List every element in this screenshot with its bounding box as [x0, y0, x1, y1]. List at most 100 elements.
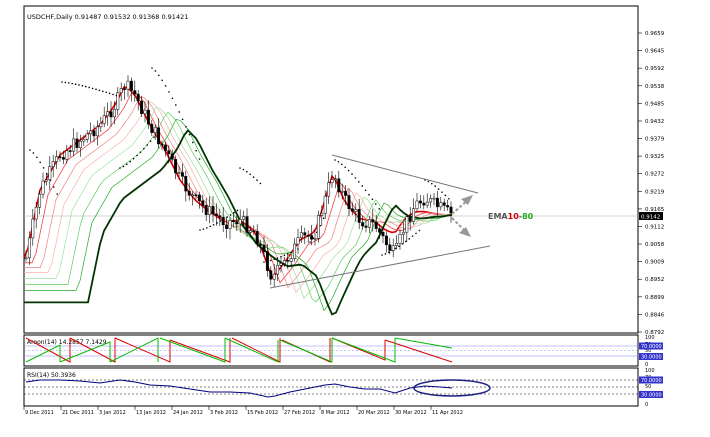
time-tick-label: 8 Mar 2012: [321, 410, 350, 416]
psar-dot: [168, 91, 170, 93]
candle-body: [265, 251, 269, 271]
rsi-highlight-ellipse[interactable]: [413, 379, 491, 397]
psar-dot: [441, 191, 443, 193]
price-tick-label: 0.9538: [645, 84, 665, 90]
psar-dot: [398, 245, 400, 248]
main-pane[interactable]: [23, 5, 639, 334]
psar-dot: [151, 67, 153, 69]
candle-body: [89, 130, 93, 135]
candle-body: [422, 202, 426, 206]
aroon-line: [224, 337, 279, 363]
candle-body: [72, 138, 76, 152]
psar-dot: [354, 177, 357, 179]
candle-body: [405, 216, 409, 233]
psar-dot: [161, 79, 163, 82]
psar-dot: [95, 88, 97, 91]
ema-label-sep: -: [519, 212, 522, 221]
psar-dot: [444, 194, 447, 197]
aroon-axis: 1007050300: [645, 335, 655, 368]
candle-body: [286, 260, 290, 262]
psar-dot: [199, 229, 201, 231]
rsi-pane[interactable]: [23, 367, 639, 407]
candle-body: [333, 178, 337, 181]
candle-body: [170, 153, 174, 160]
candle-body: [425, 201, 429, 206]
psar-dot: [158, 74, 160, 77]
psar-dot: [337, 160, 340, 163]
psar-dot: [122, 165, 125, 168]
time-tick-label: 27 Feb 2012: [284, 410, 315, 416]
psar-dot: [364, 189, 367, 192]
candle-body: [129, 80, 133, 91]
candle-body: [119, 88, 123, 93]
ema-line: [24, 129, 453, 316]
candle-body: [418, 200, 422, 204]
candle-body: [160, 143, 164, 146]
aroon-line: [109, 337, 159, 363]
candle-body: [449, 206, 453, 214]
upper-trendline[interactable]: [331, 154, 479, 194]
aroon-line: [25, 337, 71, 363]
candle-body: [381, 232, 385, 237]
psar-dot: [154, 70, 157, 72]
psar-dot: [132, 157, 135, 160]
candle-body: [109, 111, 113, 118]
ema-ribbon: [23, 86, 453, 316]
candle-body: [191, 194, 195, 197]
psar-dot: [198, 158, 201, 160]
candle-body: [24, 257, 28, 260]
psar-dot: [91, 87, 94, 90]
ema-label: EMA10-80: [488, 212, 534, 221]
candle-body: [388, 244, 392, 251]
psar-dot: [29, 149, 31, 151]
candle-body: [140, 100, 144, 114]
arrow-up-head-icon: [461, 195, 473, 205]
psar-dot: [42, 167, 45, 169]
indicator-axis-label: 50: [645, 384, 651, 390]
candle-body: [150, 123, 154, 133]
ema-label-slow: 80: [522, 212, 534, 221]
candle-body: [384, 235, 388, 246]
arrow-down-head-icon: [459, 227, 471, 237]
candle-body: [78, 140, 82, 148]
candle-body: [293, 243, 297, 259]
rsi-lower-badge-text: 30.0000: [641, 393, 662, 399]
aroon-pane[interactable]: [23, 334, 639, 367]
psar-dot: [263, 261, 265, 263]
candle-body: [218, 215, 222, 218]
candle-body: [350, 208, 354, 212]
candle-body: [51, 161, 55, 167]
candle-body: [432, 197, 436, 200]
indicator-axis-label: 0: [645, 402, 648, 408]
candle-body: [163, 144, 167, 151]
psar-dot: [175, 104, 177, 106]
psar-dot: [427, 180, 430, 183]
candle-body: [65, 150, 69, 160]
aroon-line: [231, 337, 281, 363]
candle-body: [235, 221, 239, 225]
candle-body: [197, 194, 201, 202]
candle-body: [211, 206, 215, 215]
rsi-line: [25, 379, 453, 398]
price-tick-label: 0.8792: [645, 330, 664, 336]
lower-trendline[interactable]: [269, 245, 491, 289]
candle-body: [330, 179, 334, 183]
price-tick-label: 0.9485: [645, 101, 665, 107]
candle-body: [310, 235, 314, 240]
candle-body: [282, 260, 286, 264]
candle-body: [262, 244, 266, 252]
aroon-upper-badge-text: 70.0000: [641, 344, 662, 350]
candle-body: [214, 213, 218, 216]
price-tick-label: 0.9219: [645, 189, 665, 195]
candle-body: [167, 150, 171, 155]
aroon-lines: [25, 337, 453, 363]
ema-label-prefix: EMA: [488, 212, 508, 221]
psar-dot: [256, 179, 258, 181]
candle-body: [136, 93, 140, 102]
candle-body: [435, 197, 439, 208]
candle-body: [446, 205, 450, 208]
candle-body: [126, 80, 130, 90]
time-tick-label: 21 Dec 2011: [62, 410, 94, 416]
